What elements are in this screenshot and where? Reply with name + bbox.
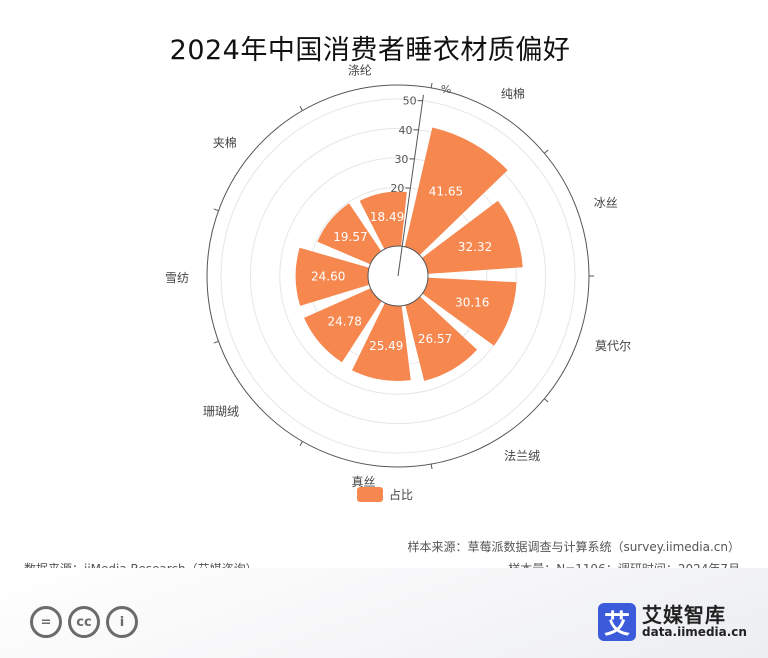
value-label: 18.49 bbox=[370, 210, 404, 224]
bar-sector bbox=[405, 296, 478, 381]
radial-tick-label: 50 bbox=[403, 95, 417, 108]
value-label: 24.78 bbox=[328, 315, 362, 329]
value-label: 32.32 bbox=[458, 240, 492, 254]
chart-title: 2024年中国消费者睡衣材质偏好 bbox=[169, 35, 571, 66]
sample-source: 样本来源：草莓派数据调查与计算系统（survey.iimedia.cn） bbox=[407, 540, 740, 554]
brand-logo-icon: 艾 bbox=[598, 603, 636, 641]
category-label: 纯棉 bbox=[501, 87, 525, 101]
grid-ring bbox=[279, 157, 517, 395]
bar-sector bbox=[295, 247, 370, 306]
radial-tick-label: 40 bbox=[399, 124, 413, 137]
bar-sector bbox=[359, 191, 407, 250]
category-label: 雪纺 bbox=[165, 271, 189, 285]
grid-ring bbox=[220, 98, 576, 454]
category-label: 冰丝 bbox=[594, 196, 618, 210]
nd-icon: = bbox=[30, 606, 62, 638]
value-label: 26.57 bbox=[418, 332, 452, 346]
legend[interactable]: 占比 bbox=[357, 486, 413, 503]
ring-tick bbox=[430, 464, 433, 470]
brand[interactable]: 艾 艾媒智库 data.iimedia.cn bbox=[598, 603, 747, 641]
bar-sector bbox=[317, 203, 382, 265]
category-label: 珊瑚绒 bbox=[203, 404, 239, 419]
radial-tick-label: 30 bbox=[394, 153, 408, 166]
legend-swatch bbox=[357, 487, 383, 502]
bar-sector bbox=[304, 288, 382, 363]
bar-sector bbox=[422, 277, 517, 346]
bar-sector bbox=[404, 127, 508, 256]
value-label: 25.49 bbox=[369, 339, 403, 353]
attribution-icon: i bbox=[106, 606, 138, 638]
brand-url: data.iimedia.cn bbox=[642, 625, 747, 640]
bar-sector bbox=[351, 302, 411, 381]
radial-tick-label: 20 bbox=[390, 182, 404, 195]
category-label: 真丝 bbox=[351, 475, 375, 489]
value-label: 41.65 bbox=[429, 184, 463, 198]
ring-tick bbox=[213, 208, 219, 212]
value-label: 30.16 bbox=[455, 295, 489, 309]
ring-tick bbox=[543, 398, 549, 403]
ring-tick bbox=[299, 441, 303, 446]
value-label: 24.60 bbox=[311, 270, 345, 284]
category-label: 莫代尔 bbox=[595, 338, 631, 353]
category-label: 夹棉 bbox=[213, 136, 237, 150]
radial-axis bbox=[397, 94, 424, 277]
brand-name: 艾媒智库 bbox=[642, 603, 726, 628]
ring-tick bbox=[213, 340, 219, 344]
polar-bar-chart: 41.65 纯棉 32.32 冰丝 30.16 莫代尔 26.57 法兰绒 25.49 真丝 24.… bbox=[165, 63, 631, 489]
ring-tick bbox=[430, 82, 433, 88]
value-label: 19.57 bbox=[333, 230, 367, 244]
legend-label: 占比 bbox=[389, 488, 414, 502]
ring-tick bbox=[543, 149, 549, 154]
license-icons: = cc i bbox=[30, 606, 138, 638]
category-label: 法兰绒 bbox=[504, 449, 540, 463]
bar-sector bbox=[421, 200, 523, 274]
unit-label: % bbox=[441, 83, 451, 96]
cc-icon: cc bbox=[68, 606, 100, 638]
category-label: 涤纶 bbox=[348, 63, 372, 77]
ring-tick bbox=[299, 106, 303, 111]
grid-ring bbox=[249, 127, 547, 425]
